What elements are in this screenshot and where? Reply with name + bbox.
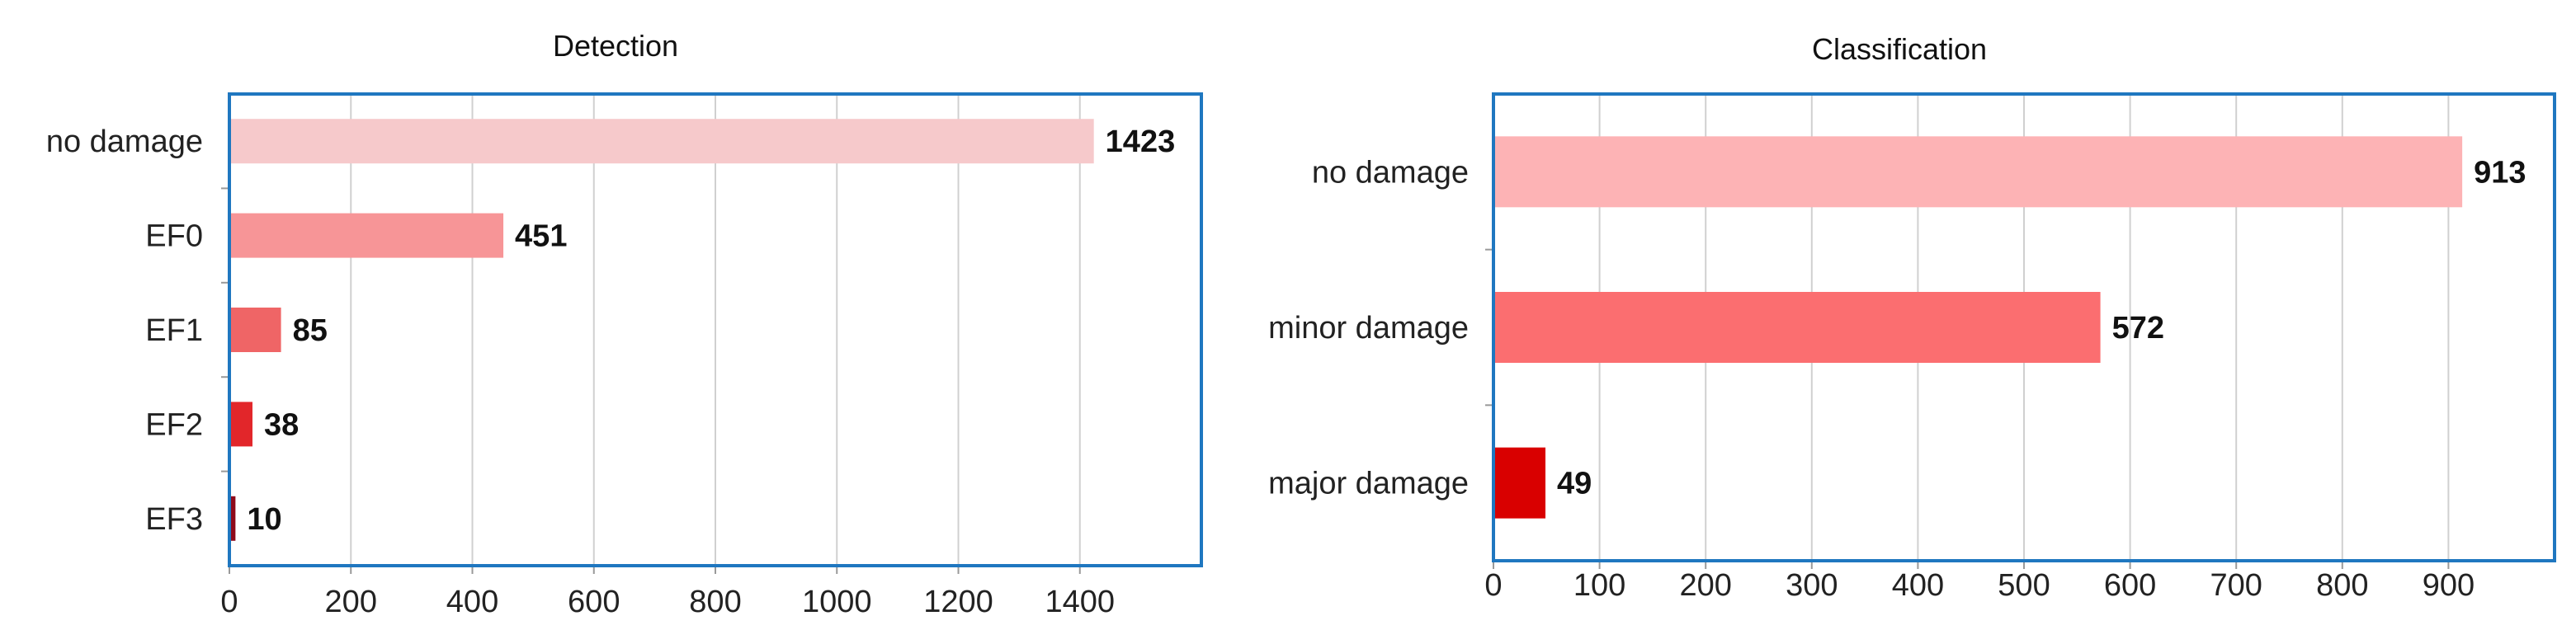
detection-x-tick-label: 200: [325, 585, 377, 619]
detection-category-label: no damage: [46, 125, 203, 159]
detection-bar: [229, 213, 504, 258]
classification-category-label: minor damage: [1268, 311, 1469, 346]
classification-category-label: major damage: [1268, 467, 1469, 501]
classification-data-label: 913: [2474, 155, 2526, 190]
detection-x-tick-label: 0: [220, 585, 238, 619]
classification-category-label: no damage: [1312, 155, 1469, 190]
detection-x-tick-label: 1000: [802, 585, 872, 619]
detection-x-tick-label: 1400: [1045, 585, 1115, 619]
detection-data-label: 10: [247, 502, 281, 537]
detection-data-label: 38: [264, 407, 299, 442]
detection-category-label: EF3: [145, 502, 203, 537]
classification-x-tick-label: 400: [1892, 568, 1944, 603]
classification-data-label: 572: [2112, 311, 2164, 346]
classification-title: Classification: [1812, 32, 1987, 66]
detection-x-tick-label: 1200: [923, 585, 993, 619]
detection-bar: [229, 496, 236, 541]
detection-bar: [229, 119, 1094, 164]
detection-data-label: 1423: [1106, 125, 1176, 159]
detection-category-label: EF1: [145, 313, 203, 348]
detection-x-tick-label: 800: [689, 585, 741, 619]
detection-data-label: 451: [515, 219, 567, 254]
classification-x-tick-label: 0: [1484, 568, 1502, 603]
classification-x-tick-label: 500: [1998, 568, 2050, 603]
classification-x-tick-label: 300: [1786, 568, 1838, 603]
classification-plot-frame: [1492, 92, 2556, 562]
detection-category-label: EF0: [145, 219, 203, 254]
detection-bar: [229, 308, 281, 352]
classification-x-tick-label: 200: [1679, 568, 1731, 603]
classification-chart: Classification 0 100 200 300 400 500 600 700 800 9…: [1268, 32, 2556, 603]
detection-title: Detection: [553, 29, 678, 63]
detection-x-tick-label: 600: [568, 585, 620, 619]
classification-x-tick-label: 900: [2423, 568, 2475, 603]
classification-bar: [1493, 292, 2101, 363]
classification-bar: [1493, 136, 2463, 208]
classification-x-tick-label: 700: [2210, 568, 2262, 603]
classification-x-tick-label: 600: [2104, 568, 2156, 603]
classification-bar: [1493, 447, 1546, 519]
classification-x-tick-label: 100: [1573, 568, 1625, 603]
classification-data-label: 49: [1557, 467, 1592, 501]
detection-category-label: EF2: [145, 407, 203, 442]
detection-bar: [229, 402, 252, 447]
detection-chart: Detection 0 200 400 600 800 1000 1200 1400 no dam…: [46, 29, 1203, 619]
detection-data-label: 85: [293, 313, 328, 348]
detection-x-tick-label: 400: [446, 585, 498, 619]
classification-x-tick-label: 800: [2316, 568, 2368, 603]
detection-plot-frame: [228, 92, 1203, 567]
